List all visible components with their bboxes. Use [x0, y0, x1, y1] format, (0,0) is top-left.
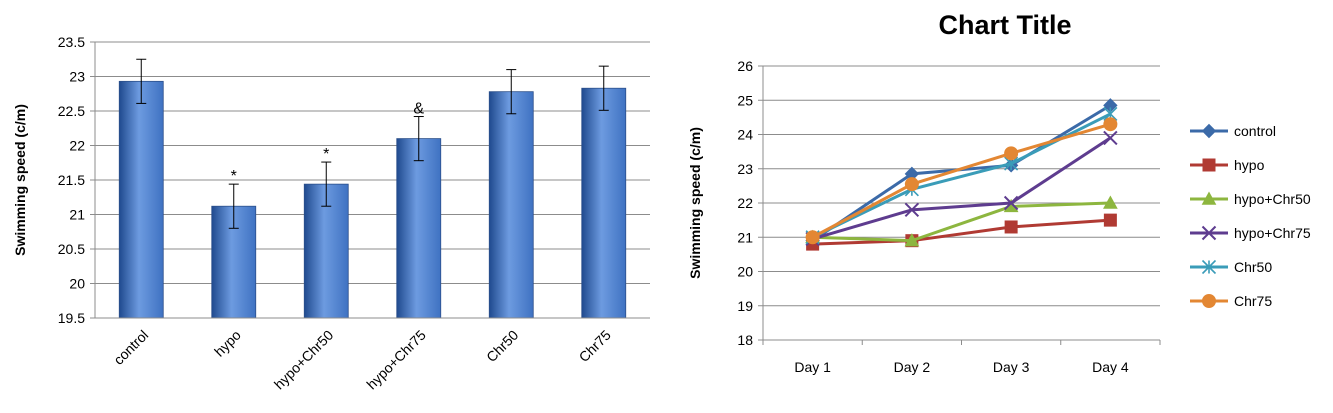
bar-y-tick-label: 21 [69, 207, 85, 223]
legend-label: hypo+Chr75 [1234, 225, 1311, 241]
line-y-tick-label: 20 [737, 264, 753, 280]
data-point-hypo+Chr75-stroke [1103, 130, 1118, 146]
data-point-hypo+Chr75 [1003, 195, 1019, 211]
significance-mark: * [231, 168, 237, 185]
legend-marker-hypo+Chr50 [1201, 191, 1217, 205]
line-y-tick-label: 19 [737, 298, 753, 314]
bar-x-tick-label: hypo [211, 327, 244, 360]
line-x-tick-label: Day 3 [993, 359, 1030, 375]
bar-chart: 19.5 20 20.5 21 21.5 22 22.5 23 23.5 control * hypo… [12, 34, 650, 393]
bar-x-tick-label: Chr75 [576, 327, 614, 365]
series-line-Chr75 [811, 122, 1111, 239]
line-y-tick-label: 21 [737, 229, 753, 245]
legend-marker-hypo+Chr75-stroke [1201, 225, 1217, 241]
legend-marker-control [1201, 123, 1217, 139]
line-y-axis-label: Swimming speed (c/m) [687, 127, 703, 279]
data-point-Chr75 [805, 230, 820, 245]
line-chart-title: Chart Title [938, 10, 1071, 40]
legend-marker-hypo+Chr75 [1201, 225, 1217, 241]
series-line-hypo+Chr75 [812, 136, 1112, 241]
legend-marker-Chr50 [1201, 259, 1217, 275]
bar-y-tick-label: 23.5 [58, 34, 85, 50]
line-y-tick-label: 25 [737, 92, 753, 108]
data-point-hypo+Chr75-stroke [904, 202, 920, 218]
bar-y-tick-label: 23 [69, 69, 85, 85]
bar [488, 91, 534, 319]
legend-label: hypo [1234, 157, 1265, 173]
bar-x-tick-label: hypo+Chr50 [271, 327, 337, 393]
series-line-hypo [812, 218, 1111, 246]
series-line-control [811, 104, 1112, 242]
bar-y-tick-label: 22 [69, 138, 85, 154]
line-y-tick-label: 26 [737, 58, 753, 74]
line-x-tick-label: Day 2 [894, 359, 931, 375]
bar-chart-panel: 19.5 20 20.5 21 21.5 22 22.5 23 23.5 control * hypo… [0, 0, 660, 413]
line-y-tick-label: 24 [737, 127, 753, 143]
bar-x-tick-label: Chr50 [483, 327, 521, 365]
legend-label: control [1234, 123, 1276, 139]
line-y-tick-label: 23 [737, 161, 753, 177]
data-point-hypo [1004, 220, 1018, 234]
bar [118, 80, 164, 319]
data-point-hypo [1103, 213, 1117, 227]
line-y-tick-label: 18 [737, 332, 753, 348]
bar-y-tick-label: 19.5 [58, 310, 85, 326]
data-point-Chr75 [1004, 146, 1019, 161]
bar [396, 138, 442, 319]
line-chart: Chart Title 18 19 20 21 22 23 24 25 26 Day 1 Day 2 D… [687, 10, 1311, 375]
data-point-Chr75 [1103, 117, 1118, 132]
legend-marker-hypo [1202, 158, 1216, 172]
series-line-hypo+Chr50 [812, 201, 1111, 243]
data-point-hypo+Chr75-stroke [1003, 195, 1019, 211]
legend-label: hypo+Chr50 [1234, 191, 1311, 207]
legend-label: Chr50 [1234, 259, 1272, 275]
line-y-tick-label: 22 [737, 195, 753, 211]
bar-y-tick-label: 20.5 [58, 241, 85, 257]
bar [581, 87, 627, 319]
line-x-tick-label: Day 1 [794, 359, 831, 375]
bar-y-axis-label: Swimming speed (c/m) [12, 104, 28, 256]
line-x-tick-label: Day 4 [1092, 359, 1129, 375]
significance-mark: * [323, 146, 329, 163]
line-chart-panel: Chart Title 18 19 20 21 22 23 24 25 26 Day 1 Day 2 D… [660, 0, 1333, 413]
bar-x-tick-label: control [110, 327, 151, 368]
bar-x-tick-label: hypo+Chr75 [363, 327, 429, 393]
data-point-hypo+Chr50 [1103, 195, 1118, 209]
data-point-Chr75 [904, 177, 919, 192]
legend-marker-Chr75 [1202, 294, 1216, 308]
legend-label: Chr75 [1234, 293, 1272, 309]
bar-y-tick-label: 22.5 [58, 103, 85, 119]
data-point-hypo+Chr75 [904, 202, 920, 218]
bar-y-tick-label: 20 [69, 276, 85, 292]
significance-mark: & [413, 101, 424, 118]
bar-y-tick-label: 21.5 [58, 172, 85, 188]
data-point-hypo+Chr50 [904, 233, 920, 247]
data-point-hypo+Chr75 [1103, 130, 1118, 146]
